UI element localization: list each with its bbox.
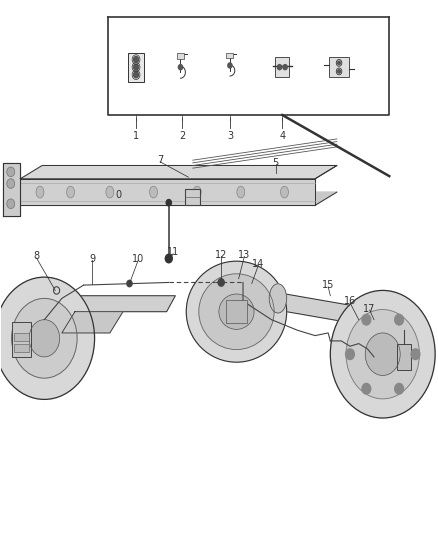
Ellipse shape xyxy=(36,186,44,198)
Text: 11: 11 xyxy=(167,247,179,257)
Circle shape xyxy=(29,320,60,357)
Text: 12: 12 xyxy=(215,250,227,260)
Circle shape xyxy=(218,279,224,286)
Ellipse shape xyxy=(219,294,254,329)
Text: 3: 3 xyxy=(227,131,233,141)
Ellipse shape xyxy=(199,274,274,350)
Text: 7: 7 xyxy=(157,155,163,165)
Circle shape xyxy=(12,298,77,378)
Bar xyxy=(12,322,31,357)
Ellipse shape xyxy=(106,186,114,198)
Polygon shape xyxy=(3,163,20,216)
Circle shape xyxy=(127,280,132,287)
Polygon shape xyxy=(20,192,337,205)
Text: 16: 16 xyxy=(344,296,356,306)
Circle shape xyxy=(362,314,371,325)
Ellipse shape xyxy=(269,284,287,313)
Polygon shape xyxy=(62,312,123,333)
Text: 17: 17 xyxy=(364,304,376,314)
Circle shape xyxy=(178,64,183,70)
Circle shape xyxy=(166,199,171,206)
Circle shape xyxy=(283,64,287,70)
Circle shape xyxy=(165,254,172,263)
Text: 4: 4 xyxy=(279,131,286,141)
Bar xyxy=(226,300,247,324)
Text: 10: 10 xyxy=(132,254,145,263)
Circle shape xyxy=(395,314,403,325)
Bar xyxy=(329,57,349,77)
Circle shape xyxy=(277,64,282,70)
Polygon shape xyxy=(20,179,315,205)
Bar xyxy=(14,333,29,341)
Text: 15: 15 xyxy=(322,280,334,290)
Text: 2: 2 xyxy=(179,131,185,141)
Text: 0: 0 xyxy=(116,190,122,200)
Circle shape xyxy=(362,383,371,394)
Bar xyxy=(177,53,184,59)
Circle shape xyxy=(338,61,340,64)
Circle shape xyxy=(134,72,138,78)
Circle shape xyxy=(330,290,435,418)
Ellipse shape xyxy=(237,186,245,198)
Bar xyxy=(185,189,201,205)
Bar xyxy=(276,57,289,77)
Polygon shape xyxy=(272,293,372,325)
Text: 13: 13 xyxy=(238,250,251,260)
Text: 8: 8 xyxy=(33,251,39,261)
Circle shape xyxy=(134,56,138,62)
Circle shape xyxy=(7,167,14,176)
Circle shape xyxy=(365,333,400,375)
Bar xyxy=(226,53,233,58)
Ellipse shape xyxy=(150,186,157,198)
Ellipse shape xyxy=(67,186,74,198)
Bar xyxy=(397,344,411,370)
Polygon shape xyxy=(31,296,175,312)
Ellipse shape xyxy=(186,261,287,362)
Circle shape xyxy=(228,63,232,68)
Circle shape xyxy=(346,310,420,399)
Circle shape xyxy=(134,64,138,70)
Circle shape xyxy=(0,277,95,399)
Text: 1: 1 xyxy=(133,131,139,141)
Ellipse shape xyxy=(193,186,201,198)
Circle shape xyxy=(395,383,403,394)
Polygon shape xyxy=(20,165,337,179)
Text: 14: 14 xyxy=(252,259,265,269)
Circle shape xyxy=(7,199,14,208)
Ellipse shape xyxy=(281,186,288,198)
Circle shape xyxy=(7,179,14,188)
Bar xyxy=(128,53,144,82)
Text: 5: 5 xyxy=(272,158,279,168)
Text: 9: 9 xyxy=(89,254,95,263)
Circle shape xyxy=(411,349,420,360)
Bar xyxy=(14,344,29,352)
Circle shape xyxy=(346,349,354,360)
Circle shape xyxy=(338,70,340,73)
